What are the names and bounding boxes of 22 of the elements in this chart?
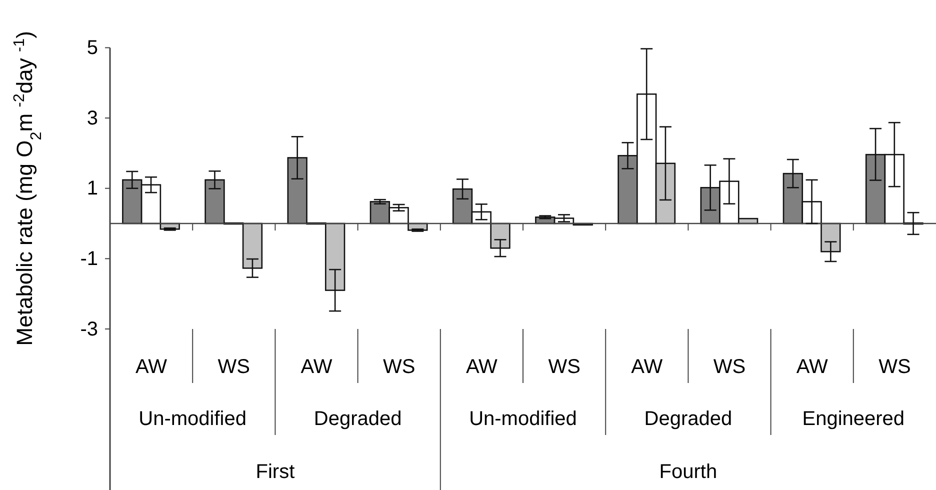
- annotation: Degraded: [644, 408, 732, 430]
- x-tick-label: AW: [796, 356, 828, 378]
- x-tick-label: WS: [382, 356, 416, 378]
- y-tick-label: 3: [86, 107, 98, 130]
- annotation: Degraded: [314, 408, 402, 430]
- annotation: Fourth: [659, 461, 718, 483]
- y-tick-label: 1: [86, 178, 98, 200]
- annotation: First: [256, 461, 296, 483]
- x-tick-label: AW: [300, 356, 332, 378]
- x-tick-label: WS: [548, 356, 580, 378]
- y-tick-label: 5: [86, 37, 98, 60]
- x-tick-label: AW: [136, 356, 168, 378]
- x-tick-label: WS: [218, 356, 250, 378]
- annotation: Engineered: [802, 408, 905, 430]
- annotation: Un-modified: [469, 408, 577, 430]
- annotation: Un-modified: [138, 408, 247, 430]
- x-tick-label: AW: [631, 356, 663, 378]
- y-tick-label: -3: [80, 318, 98, 340]
- x-tick-label: WS: [713, 356, 746, 378]
- x-tick-label: WS: [878, 356, 911, 378]
- y-tick-label: -1: [80, 248, 98, 270]
- x-tick-label: AW: [466, 356, 498, 378]
